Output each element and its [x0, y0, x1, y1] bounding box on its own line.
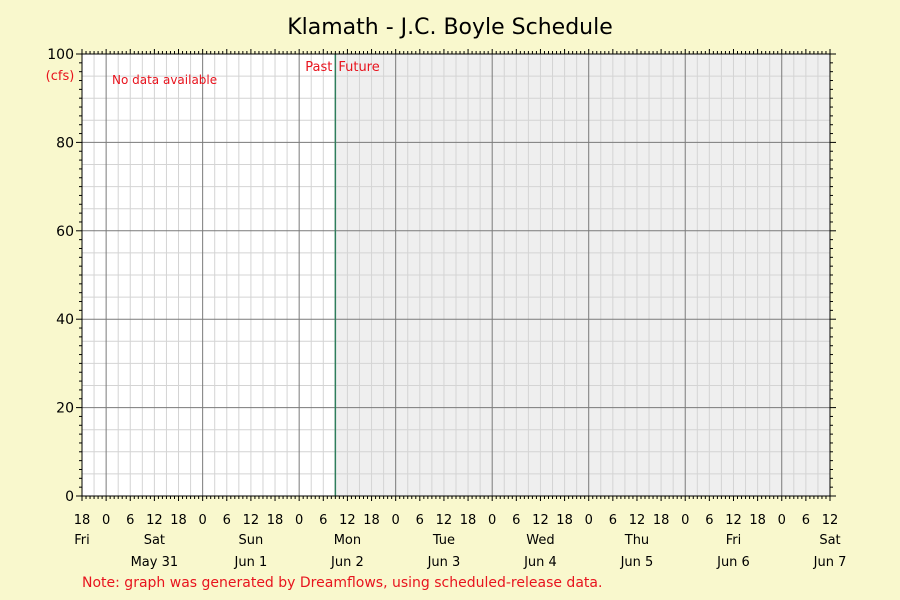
major-grid	[82, 54, 830, 496]
x-hour-tick-label: 0	[295, 513, 303, 528]
x-axis: 18 0 6 12 18 0 6 12 18 0 6 12 18 0 6 12 18 0 6 12 18 0 6 12 18 0 6…	[74, 513, 847, 570]
y-tick-label: 80	[56, 135, 74, 151]
x-weekday-label: Fri	[726, 533, 742, 548]
past-label: Past	[305, 60, 332, 75]
y-tick-label: 100	[47, 47, 74, 63]
plot-frame	[76, 49, 836, 501]
x-hour-tick-label: 12	[339, 513, 356, 528]
y-tick-label: 60	[56, 224, 74, 240]
x-hour-tick-label: 18	[460, 513, 477, 528]
footnote: Note: graph was generated by Dreamflows,…	[82, 575, 602, 591]
x-hour-tick-label: 18	[74, 513, 91, 528]
x-hour-tick-label: 0	[778, 513, 786, 528]
x-hour-tick-label: 0	[488, 513, 496, 528]
x-hour-tick-label: 18	[170, 513, 187, 528]
x-hour-tick-label: 12	[243, 513, 260, 528]
x-weekday-label: Thu	[624, 533, 649, 548]
x-hour-tick-label: 18	[749, 513, 766, 528]
x-date-label: Jun 7	[813, 555, 847, 570]
x-hour-tick-label: 12	[532, 513, 549, 528]
x-hour-tick-label: 18	[363, 513, 380, 528]
x-weekday-label: Sat	[144, 533, 165, 548]
x-weekday-label: Sun	[239, 533, 264, 548]
x-weekday-label: Sat	[819, 533, 840, 548]
x-date-label: Jun 6	[716, 555, 750, 570]
future-label: Future	[338, 60, 379, 75]
x-hour-tick-label: 12	[725, 513, 742, 528]
x-weekday-label: Tue	[432, 533, 455, 548]
x-date-label: Jun 3	[427, 555, 461, 570]
x-hour-tick-label: 6	[126, 513, 134, 528]
x-hour-tick-label: 6	[223, 513, 231, 528]
x-hour-tick-label: 6	[609, 513, 617, 528]
no-data-message: No data available	[112, 73, 217, 87]
x-hour-tick-label: 12	[436, 513, 453, 528]
x-hour-tick-label: 6	[705, 513, 713, 528]
y-axis-unit-label: (cfs)	[46, 69, 75, 84]
x-date-label: Jun 1	[234, 555, 268, 570]
y-axis: 0 20 40 60 80 100	[47, 47, 74, 505]
x-weekday-label: Wed	[526, 533, 554, 548]
x-date-label: May 31	[131, 555, 179, 570]
x-hour-tick-label: 0	[681, 513, 689, 528]
x-hour-tick-label: 6	[802, 513, 810, 528]
x-date-label: Jun 4	[523, 555, 557, 570]
x-hour-tick-label: 18	[267, 513, 284, 528]
x-hour-tick-label: 0	[102, 513, 110, 528]
x-hour-tick-label: 12	[629, 513, 646, 528]
y-tick-label: 0	[65, 489, 74, 505]
x-hour-tick-label: 6	[319, 513, 327, 528]
x-hour-tick-label: 12	[146, 513, 163, 528]
x-hour-tick-label: 18	[653, 513, 670, 528]
chart-title: Klamath - J.C. Boyle Schedule	[287, 15, 613, 40]
x-hour-tick-label: 6	[416, 513, 424, 528]
minor-grid	[82, 54, 830, 496]
x-date-label: Jun 2	[330, 555, 364, 570]
x-date-label: Jun 5	[620, 555, 654, 570]
x-hour-tick-label: 18	[556, 513, 573, 528]
x-hour-tick-label: 0	[585, 513, 593, 528]
x-hour-tick-label: 0	[392, 513, 400, 528]
x-hour-tick-label: 6	[512, 513, 520, 528]
x-hour-tick-label: 12	[822, 513, 839, 528]
y-tick-label: 40	[56, 312, 74, 328]
x-hour-tick-label: 0	[199, 513, 207, 528]
x-weekday-label: Mon	[334, 533, 361, 548]
x-weekday-label: Fri	[74, 533, 90, 548]
y-tick-label: 20	[56, 401, 74, 417]
